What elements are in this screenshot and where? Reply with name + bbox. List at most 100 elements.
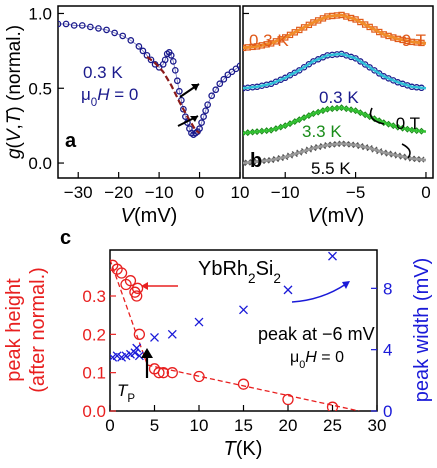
data-point <box>62 20 70 28</box>
data-point <box>212 86 220 94</box>
x-tick-label: 15 <box>234 416 253 435</box>
panel-b-frame <box>242 5 434 179</box>
compound-title: YbRh2Si2 <box>198 258 281 286</box>
data-point <box>300 64 308 71</box>
data-point <box>119 32 127 40</box>
data-point <box>243 159 247 167</box>
data-point <box>103 26 110 34</box>
data-point <box>133 328 146 340</box>
x-tick-label: 30 <box>368 416 387 435</box>
y-tick-label: 0.5 <box>28 79 52 98</box>
x-tick-label: −10 <box>271 183 300 202</box>
data-point <box>139 47 147 55</box>
x-axis-label: V(mV) <box>308 205 365 227</box>
data-point <box>237 378 250 390</box>
data-point <box>115 267 128 279</box>
data-point <box>95 25 102 32</box>
dashed-fit-line <box>146 55 201 135</box>
fit-line <box>147 364 360 411</box>
y-tick-label: 0.2 <box>82 325 106 344</box>
x-tick-label: 10 <box>231 183 250 202</box>
width-arrow-head <box>342 281 350 289</box>
fit-curve <box>243 13 427 50</box>
data-point <box>204 101 211 109</box>
panel-a: −30 −20 −10 0 10 0.0 0.5 1.0 0.3 K μ0H = 0a g(V,T)… <box>4 4 249 227</box>
x-tick-label: −10 <box>145 183 174 202</box>
data-point <box>132 343 142 353</box>
data-point <box>131 282 144 294</box>
y2-tick-label: 4 <box>383 341 392 360</box>
data-point <box>357 58 364 65</box>
data-point <box>130 348 140 358</box>
fit-line <box>110 259 148 366</box>
fit-curve <box>243 142 427 165</box>
height-arrow-head <box>141 282 148 290</box>
data-point <box>326 401 339 411</box>
y-tick-label: 0.0 <box>82 402 106 421</box>
panel-a-frame <box>57 5 241 179</box>
panel-a-letter: a <box>65 130 77 152</box>
y2-tick-label: 0 <box>383 402 392 421</box>
data-point <box>305 60 313 68</box>
x-tick-label: −20 <box>104 183 133 202</box>
curve-arrow <box>401 143 411 159</box>
curve-arrow <box>369 107 385 125</box>
x-tick-label: 0 <box>421 183 430 202</box>
y-tick-label: 0.1 <box>82 364 106 383</box>
field-label: μ0H = 0 <box>81 85 138 109</box>
x-tick-label: 0 <box>105 416 114 435</box>
x-tick-label: 25 <box>323 416 342 435</box>
data-point <box>87 23 94 31</box>
x-tick-label: −30 <box>64 183 93 202</box>
data-point <box>371 67 378 74</box>
data-point <box>78 22 86 29</box>
arrow-head <box>190 116 198 122</box>
tp-arrow-head <box>141 348 153 358</box>
data-point <box>220 75 228 83</box>
x-tick-label: −5 <box>346 183 365 202</box>
data-point <box>171 66 179 74</box>
panel-c-letter: c <box>60 227 71 249</box>
data-point <box>134 351 144 361</box>
peak-annotation: peak at −6 mV <box>258 324 375 344</box>
data-point <box>375 70 383 77</box>
data-point <box>239 305 248 315</box>
y-axis-label: peak height (after normal.) <box>3 267 49 393</box>
data-point <box>283 285 293 295</box>
green-temperature-label: 3.3 K <box>302 122 342 141</box>
y-axis-label: g(V,T) (normal.) <box>4 25 25 159</box>
data-point <box>169 57 177 65</box>
data-point <box>282 393 294 406</box>
top-field-label: 9 T <box>402 31 426 50</box>
data-point <box>167 52 175 59</box>
data-point <box>166 367 178 379</box>
data-point <box>135 43 143 50</box>
grey-temperature-label: 5.5 K <box>311 159 351 178</box>
data-point <box>180 105 187 113</box>
data-point <box>366 64 373 71</box>
data-point <box>175 87 183 95</box>
panel-a-data <box>58 20 240 138</box>
data-point <box>153 367 165 379</box>
fit-curve <box>243 106 427 135</box>
mid-field-label: 0 T <box>396 114 420 133</box>
data-point <box>167 329 177 339</box>
data-point <box>198 119 205 127</box>
x-tick-label: 5 <box>150 416 159 435</box>
y2-axis-label: peak width (mV) <box>411 258 433 403</box>
data-point <box>193 370 205 383</box>
data-point <box>216 80 224 88</box>
data-point <box>202 107 209 115</box>
panel-b-data <box>243 11 427 167</box>
panel-b-letter: b <box>250 150 262 172</box>
data-point <box>200 113 207 121</box>
data-point <box>194 317 204 327</box>
data-point <box>328 251 337 261</box>
data-point <box>124 275 137 287</box>
x-tick-label: 10 <box>190 416 209 435</box>
y2-tick-label: 8 <box>383 279 392 298</box>
data-point <box>147 56 155 64</box>
panel-b: −10 −5 0 0.3 K 9 T 0.3 K 0 T 3.3 K 5.5 K b V(mV) <box>242 5 434 227</box>
width-arrow-line <box>291 283 347 303</box>
